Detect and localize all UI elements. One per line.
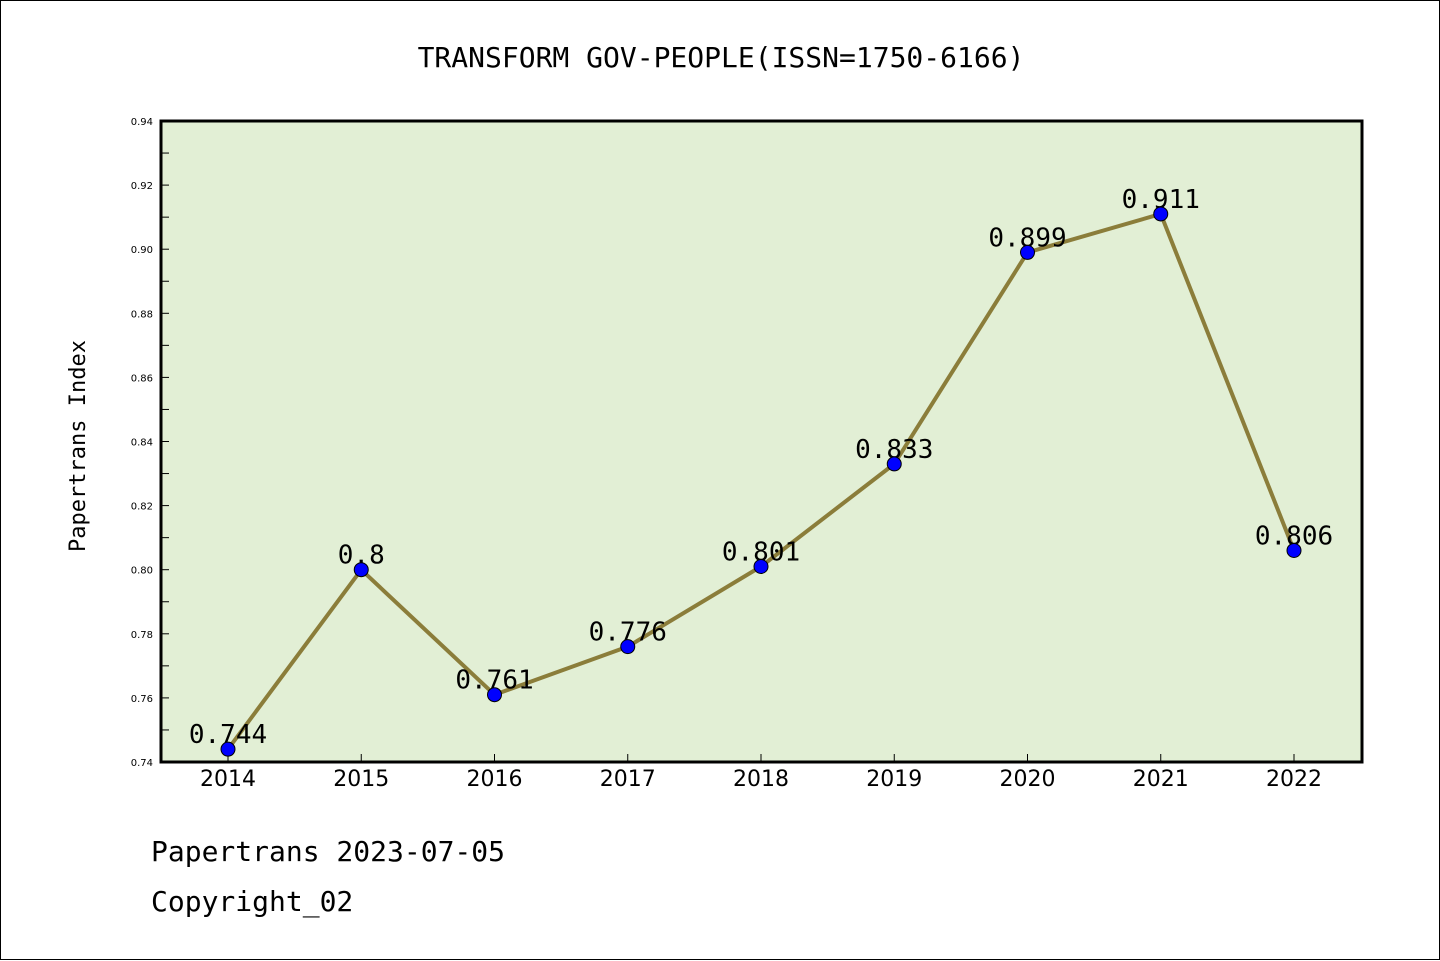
y-tick-label: 0.82 [131, 502, 153, 513]
plot-border [159, 119, 1364, 764]
y-axis-label: Papertrans Index [66, 340, 91, 552]
data-point [487, 687, 502, 703]
data-points [220, 206, 1302, 757]
axis-ticks: 0.74 0.76 0.78 0.80 0.82 0.84 0.86 0.88 0.90 0.92… [131, 117, 1322, 792]
data-point [886, 456, 902, 472]
data-point [620, 639, 636, 655]
x-tick-label: 2015 [333, 767, 389, 792]
data-point [353, 562, 369, 578]
plot-area [161, 121, 1362, 762]
y-tick-label: 0.78 [131, 630, 153, 641]
y-tick-label: 0.92 [131, 181, 153, 192]
data-point [220, 741, 236, 757]
y-tick-label: 0.86 [131, 373, 153, 384]
x-tick-label: 2016 [467, 767, 523, 792]
y-tick-label: 0.74 [131, 758, 153, 769]
x-tick-label: 2021 [1133, 767, 1189, 792]
y-tick-label: 0.84 [131, 438, 153, 449]
x-tick-label: 2022 [1266, 767, 1322, 792]
y-tick-label: 0.94 [131, 117, 153, 128]
data-point [1020, 244, 1035, 260]
y-tick-label: 0.76 [131, 694, 153, 705]
y-tick-label: 0.80 [131, 566, 153, 577]
data-point [1153, 206, 1169, 222]
y-tick-label: 0.90 [131, 245, 153, 256]
footer-copyright: Copyright_02 [151, 885, 354, 918]
x-tick-label: 2014 [200, 767, 256, 792]
x-tick-label: 2019 [866, 767, 922, 792]
data-point [753, 558, 769, 574]
x-tick-label: 2017 [600, 767, 656, 792]
y-tick-label: 0.88 [131, 309, 153, 320]
x-tick-label: 2020 [1000, 767, 1056, 792]
footer-date: Papertrans 2023-07-05 [151, 835, 506, 868]
chart-title: TRANSFORM GOV-PEOPLE(ISSN=1750-6166) [418, 41, 1025, 74]
data-point [1286, 542, 1302, 558]
x-tick-label: 2018 [733, 767, 789, 792]
